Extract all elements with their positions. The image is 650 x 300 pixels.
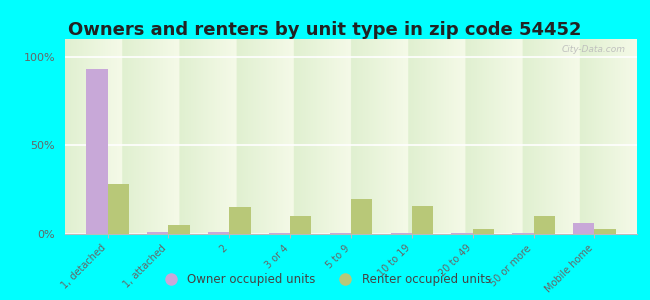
Bar [168,225,190,234]
Bar [412,206,433,234]
Bar [229,207,251,234]
Text: Owners and renters by unit type in zip code 54452: Owners and renters by unit type in zip c… [68,21,582,39]
Bar [451,233,473,234]
Bar [208,232,229,234]
Bar [473,229,494,234]
Bar [351,199,372,234]
Bar [594,229,616,234]
Legend: Owner occupied units, Renter occupied units: Owner occupied units, Renter occupied un… [154,269,496,291]
Bar [147,232,168,234]
Bar [573,224,594,234]
Bar [290,216,311,234]
Bar [269,233,290,234]
Bar [108,184,129,234]
Bar [512,233,534,234]
Bar [86,69,108,234]
Bar [391,233,412,234]
Bar [330,233,351,234]
Text: City-Data.com: City-Data.com [562,45,625,54]
Bar [534,216,555,234]
